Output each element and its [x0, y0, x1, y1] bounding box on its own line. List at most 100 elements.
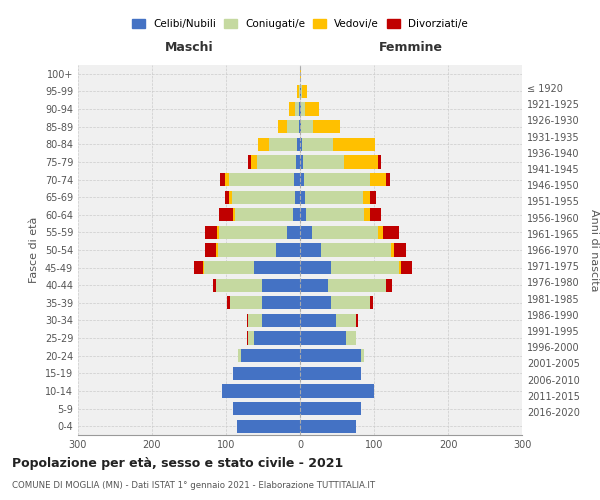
Bar [233, 366, 300, 380]
Bar [222, 384, 300, 398]
Bar [248, 156, 251, 168]
Bar [241, 349, 300, 362]
Bar [300, 314, 335, 327]
Bar [237, 420, 300, 433]
Bar [302, 85, 307, 98]
Bar [356, 314, 358, 327]
Bar [248, 332, 254, 344]
Bar [203, 261, 204, 274]
Bar [300, 156, 303, 168]
Bar [300, 261, 331, 274]
Bar [321, 244, 391, 256]
Bar [300, 138, 302, 151]
Text: COMUNE DI MOGLIA (MN) - Dati ISTAT 1° gennaio 2021 - Elaborazione TUTTITALIA.IT: COMUNE DI MOGLIA (MN) - Dati ISTAT 1° ge… [12, 480, 375, 490]
Bar [215, 278, 262, 292]
Bar [300, 85, 301, 98]
Bar [224, 173, 229, 186]
Bar [313, 120, 340, 134]
Y-axis label: Fasce di età: Fasce di età [29, 217, 39, 283]
Text: Femmine: Femmine [379, 42, 443, 54]
Bar [305, 102, 319, 116]
Bar [386, 278, 392, 292]
Bar [229, 190, 232, 204]
Bar [379, 156, 382, 168]
Bar [251, 156, 257, 168]
Bar [306, 208, 364, 222]
Bar [248, 314, 262, 327]
Bar [300, 384, 374, 398]
Bar [300, 120, 301, 134]
Bar [295, 102, 299, 116]
Bar [361, 349, 364, 362]
Bar [399, 261, 401, 274]
Bar [370, 208, 382, 222]
Bar [401, 261, 412, 274]
Bar [235, 208, 293, 222]
Bar [300, 349, 361, 362]
Bar [363, 190, 370, 204]
Legend: Celibi/Nubili, Coniugati/e, Vedovi/e, Divorziati/e: Celibi/Nubili, Coniugati/e, Vedovi/e, Di… [128, 14, 472, 33]
Bar [300, 366, 361, 380]
Bar [370, 190, 376, 204]
Bar [331, 296, 370, 310]
Bar [204, 261, 254, 274]
Bar [300, 244, 321, 256]
Bar [391, 244, 394, 256]
Bar [220, 173, 224, 186]
Bar [289, 102, 295, 116]
Bar [278, 120, 287, 134]
Bar [296, 156, 300, 168]
Bar [217, 244, 218, 256]
Bar [218, 226, 287, 239]
Bar [334, 138, 375, 151]
Bar [305, 190, 363, 204]
Bar [300, 190, 305, 204]
Bar [230, 296, 262, 310]
Bar [302, 138, 334, 151]
Bar [300, 67, 301, 80]
Bar [205, 226, 217, 239]
Bar [254, 332, 300, 344]
Bar [304, 173, 370, 186]
Bar [331, 261, 399, 274]
Bar [300, 332, 346, 344]
Bar [344, 156, 379, 168]
Bar [297, 85, 299, 98]
Bar [346, 332, 356, 344]
Bar [258, 138, 269, 151]
Bar [294, 173, 300, 186]
Bar [386, 173, 390, 186]
Bar [262, 296, 300, 310]
Bar [233, 208, 235, 222]
Bar [194, 261, 203, 274]
Bar [247, 332, 248, 344]
Bar [212, 278, 215, 292]
Bar [300, 173, 304, 186]
Bar [300, 102, 301, 116]
Bar [220, 208, 233, 222]
Bar [275, 244, 300, 256]
Bar [301, 102, 305, 116]
Bar [299, 102, 300, 116]
Bar [300, 420, 355, 433]
Bar [312, 226, 379, 239]
Bar [301, 120, 313, 134]
Bar [233, 402, 300, 415]
Text: Maschi: Maschi [164, 42, 214, 54]
Bar [300, 226, 312, 239]
Bar [218, 244, 275, 256]
Bar [262, 314, 300, 327]
Bar [300, 278, 328, 292]
Bar [299, 85, 300, 98]
Bar [269, 138, 297, 151]
Bar [205, 244, 217, 256]
Bar [287, 120, 299, 134]
Bar [254, 261, 300, 274]
Bar [301, 85, 302, 98]
Text: Popolazione per età, sesso e stato civile - 2021: Popolazione per età, sesso e stato civil… [12, 458, 343, 470]
Bar [370, 296, 373, 310]
Bar [227, 296, 230, 310]
Bar [257, 156, 296, 168]
Bar [370, 173, 386, 186]
Bar [335, 314, 356, 327]
